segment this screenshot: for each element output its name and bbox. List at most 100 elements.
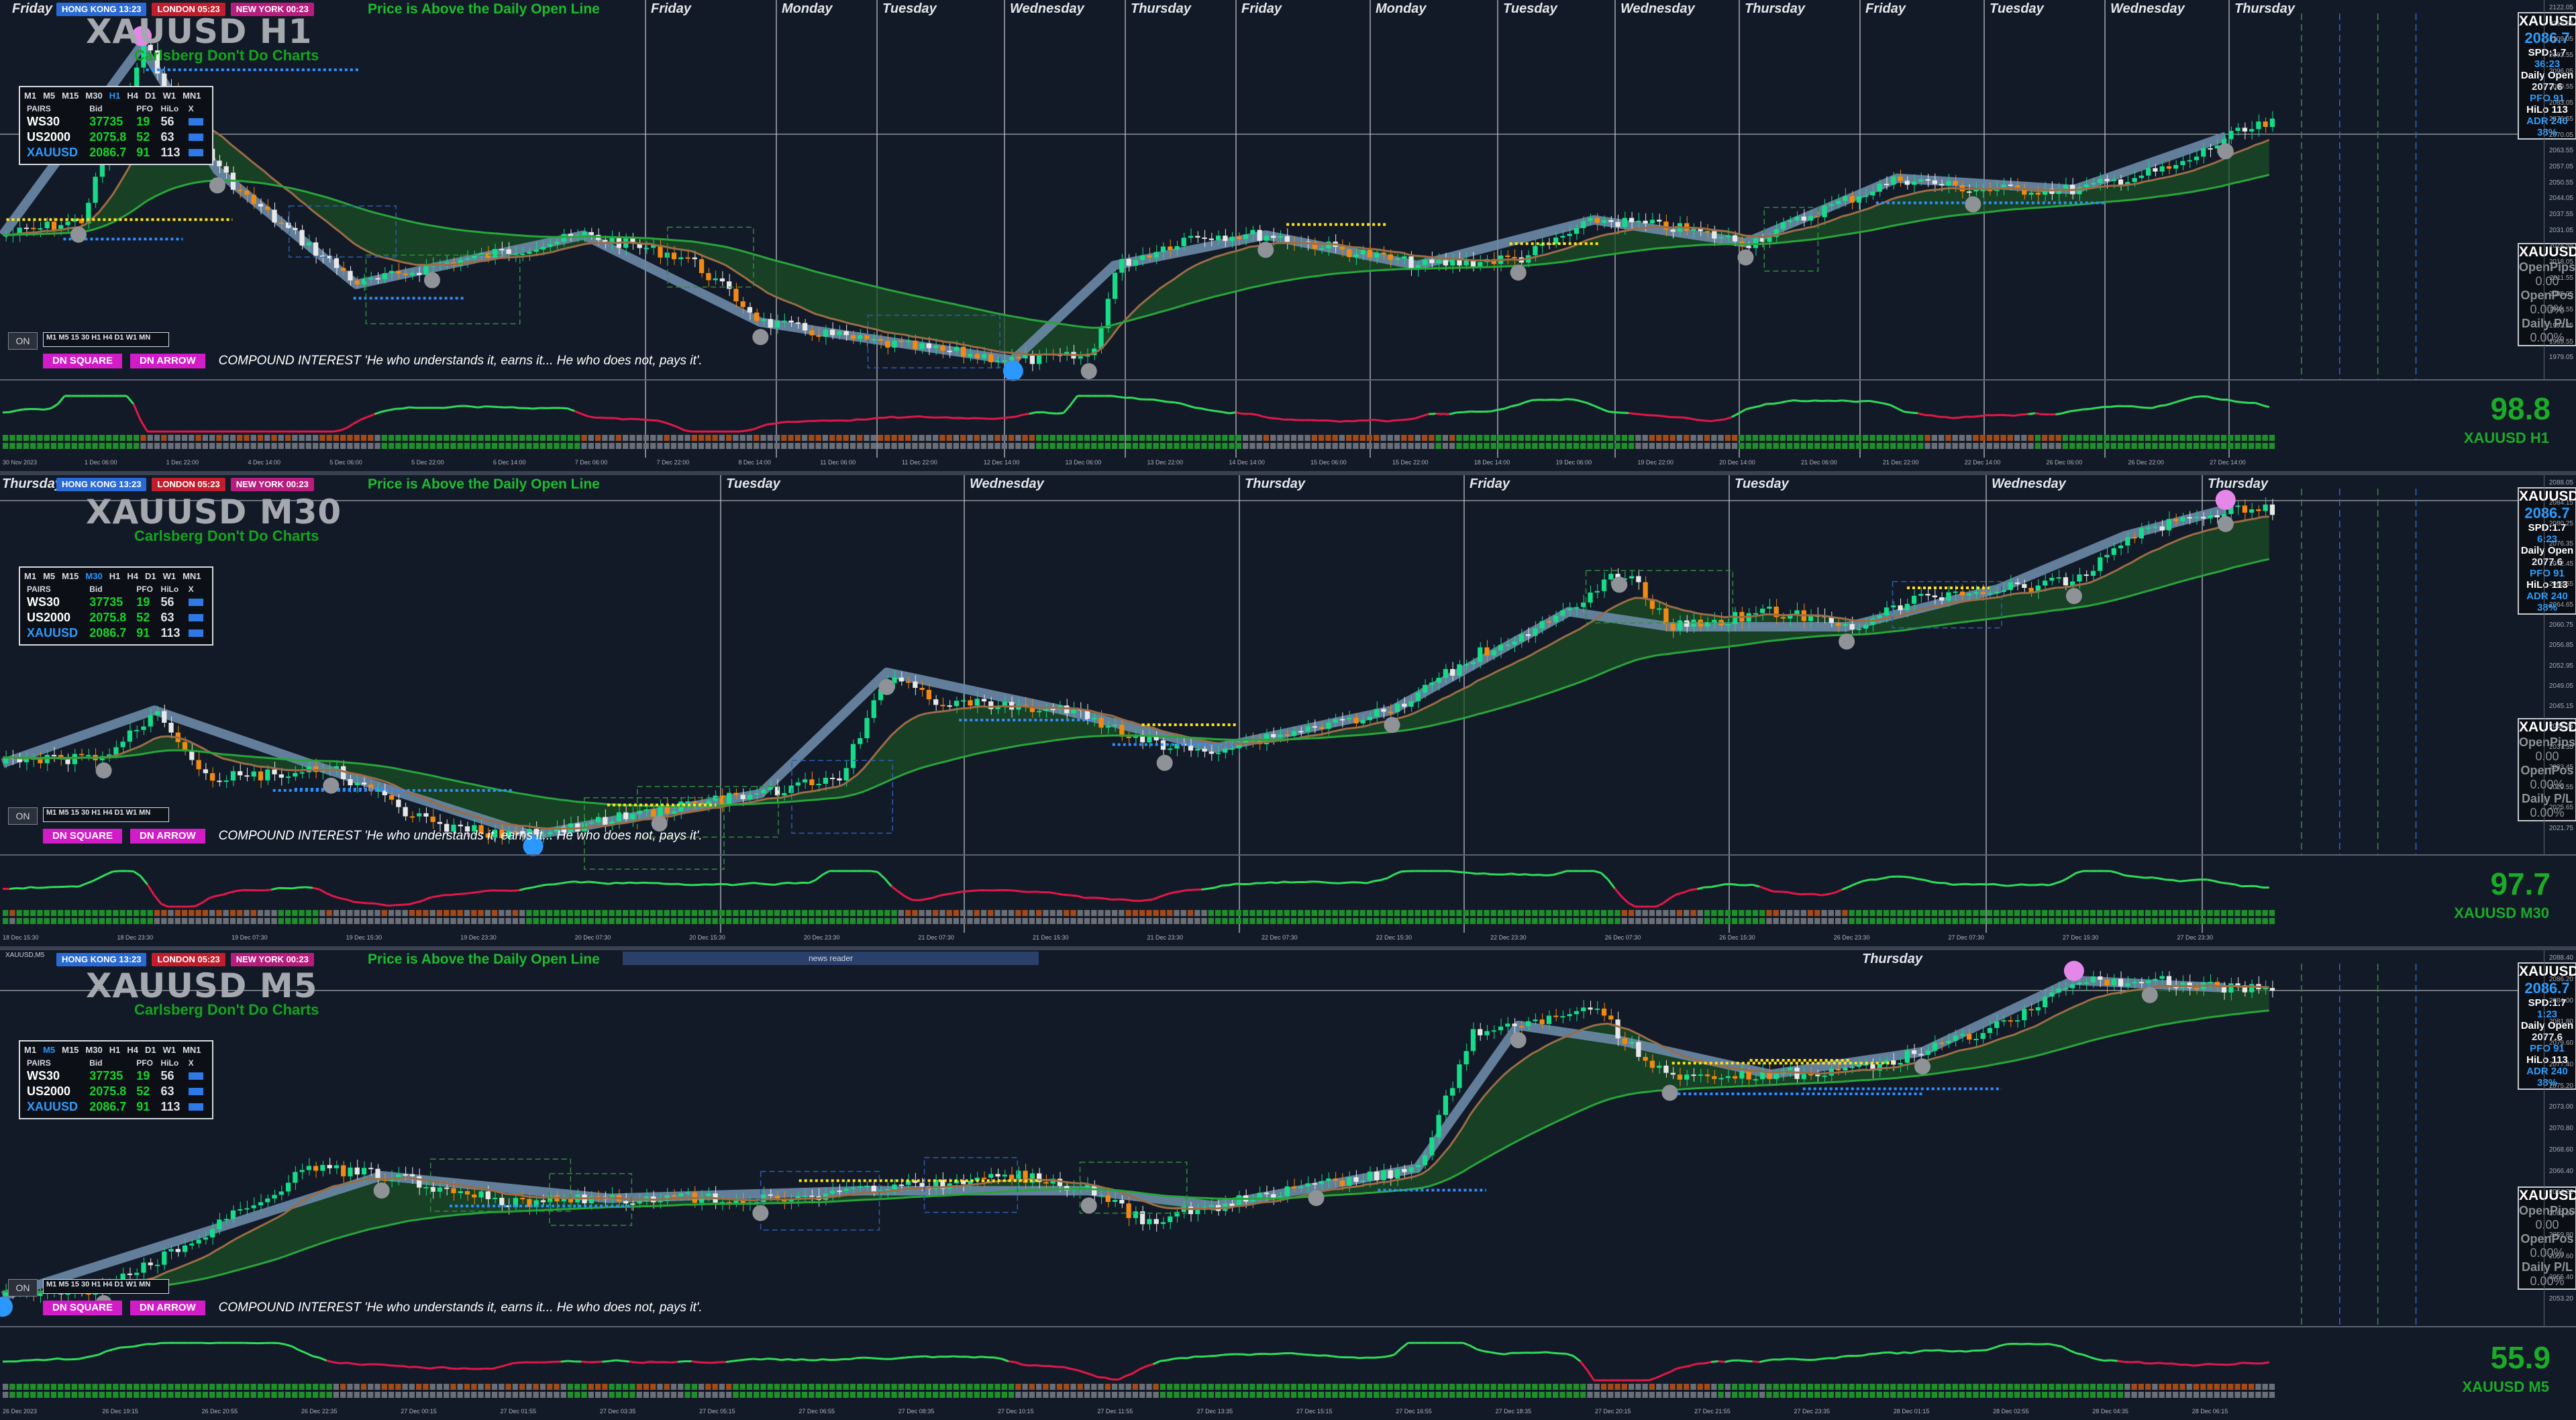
pair-row[interactable]: WS30 37735 19 56 — [24, 114, 208, 130]
candle-body — [2014, 185, 2020, 189]
tf-button-m15[interactable]: M15 — [62, 91, 79, 101]
pair-row[interactable]: XAUUSD 2086.7 91 113 — [24, 145, 208, 160]
pair-close-cell[interactable] — [186, 595, 208, 610]
pair-status-icon[interactable] — [188, 118, 203, 125]
price-chart[interactable] — [0, 950, 2543, 1420]
candle-body — [768, 1194, 773, 1196]
oscillator-segment — [436, 1366, 444, 1369]
pair-name[interactable]: XAUUSD — [27, 146, 79, 159]
pair-status-icon[interactable] — [188, 614, 203, 621]
tf-button-m30[interactable]: M30 — [85, 91, 103, 101]
time-axis[interactable]: 30 Nov 2023 1 Dec 06:00 1 Dec 22:00 4 Dec 1… — [0, 459, 2543, 470]
pair-close-cell[interactable] — [186, 610, 208, 625]
candle-body — [1436, 1115, 1441, 1137]
mini-timeframe-panel[interactable]: M1 M5 15 30 H1 H4 D1 W1 MN — [43, 332, 169, 347]
tf-button-h1[interactable]: H1 — [109, 571, 121, 581]
signal-bar — [2083, 435, 2089, 441]
tf-button-m1[interactable]: M1 — [24, 91, 37, 101]
tf-button-mn1[interactable]: MN1 — [183, 91, 201, 101]
signal-bar — [2007, 443, 2013, 449]
pane-separator[interactable] — [0, 946, 2576, 950]
signal-bar — [1049, 443, 1055, 449]
pair-name[interactable]: WS30 — [27, 595, 60, 609]
signal-bar — [119, 435, 125, 441]
tf-button-w1[interactable]: W1 — [162, 91, 176, 101]
pair-name[interactable]: XAUUSD — [27, 626, 79, 640]
mini-timeframe-panel[interactable]: M1 M5 15 30 H1 H4 D1 W1 MN — [43, 807, 169, 822]
pair-name[interactable]: WS30 — [27, 115, 60, 128]
time-axis[interactable]: 18 Dec 15:30 18 Dec 23:30 19 Dec 07:30 19 D… — [0, 934, 2543, 945]
chart-pane-h1[interactable]: Friday Friday Monday Tuesday Wednesday Thursd… — [0, 0, 2576, 471]
oscillator-segment — [870, 1357, 878, 1360]
indicator-toggle-button[interactable]: ON — [8, 807, 38, 825]
signal-bar — [567, 1384, 574, 1390]
signal-bar — [843, 910, 849, 916]
price-chart[interactable] — [0, 0, 2543, 471]
dn-square-button[interactable]: DN SQUARE — [43, 829, 123, 844]
tf-button-m15[interactable]: M15 — [62, 571, 79, 581]
signal-bar — [822, 435, 829, 441]
pair-close-cell[interactable] — [186, 625, 208, 641]
oscillator-segment — [609, 1359, 616, 1362]
pair-row[interactable]: XAUUSD 2086.7 91 113 — [24, 625, 208, 641]
dn-arrow-button[interactable]: DN ARROW — [130, 354, 205, 368]
signal-bar — [1594, 443, 1600, 449]
signal-bar — [1752, 910, 1759, 916]
pane-separator[interactable] — [0, 471, 2576, 475]
tf-button-m30[interactable]: M30 — [85, 571, 103, 581]
price-scale[interactable]: 2088.05 2084.15 2080.25 2076.35 2072.45 2068.… — [2544, 475, 2576, 854]
pair-row[interactable]: US2000 2075.8 52 63 — [24, 130, 208, 145]
candle-body — [258, 1202, 264, 1206]
tf-button-d1[interactable]: D1 — [144, 571, 156, 581]
signal-bar — [99, 918, 105, 924]
signal-bar — [1649, 443, 1655, 449]
indicator-divider[interactable] — [0, 854, 2576, 856]
pair-name[interactable]: US2000 — [27, 130, 71, 144]
pair-row[interactable]: WS30 37735 19 56 — [24, 595, 208, 610]
pair-name[interactable]: US2000 — [27, 611, 71, 624]
pairs-header-row: PAIRS Bid PFO HiLo X — [24, 103, 208, 114]
candle-body — [1112, 1200, 1118, 1203]
signal-bar — [505, 435, 511, 441]
signal-bar — [1084, 918, 1090, 924]
pair-status-icon[interactable] — [188, 149, 203, 156]
candle-body — [609, 238, 615, 242]
tf-button-h4[interactable]: H4 — [127, 91, 138, 101]
oscillator-segment — [388, 904, 396, 907]
tf-button-m5[interactable]: M5 — [43, 91, 56, 101]
dn-square-button[interactable]: DN SQUARE — [43, 354, 123, 368]
signal-bar — [305, 435, 312, 441]
dn-arrow-button[interactable]: DN ARROW — [130, 829, 205, 844]
signal-bar — [801, 435, 808, 441]
price-chart[interactable] — [0, 475, 2543, 946]
signal-bar — [767, 910, 773, 916]
tf-button-mn1[interactable]: MN1 — [183, 571, 201, 581]
pair-status-icon[interactable] — [188, 134, 203, 141]
tf-button-m1[interactable]: M1 — [24, 571, 37, 581]
pair-status-icon[interactable] — [188, 599, 203, 606]
pair-row[interactable]: US2000 2075.8 52 63 — [24, 610, 208, 625]
tf-button-h4[interactable]: H4 — [127, 571, 138, 581]
pair-close-cell[interactable] — [186, 114, 208, 130]
candle-body — [1436, 260, 1441, 264]
tf-button-h1[interactable]: H1 — [109, 91, 121, 101]
oscillator-segment — [92, 1354, 100, 1358]
price-scale[interactable]: 2122.05 2115.55 2109.05 2102.55 2096.05 2089.… — [2544, 0, 2576, 379]
chart-pane-m5[interactable]: XAUUSD,M5 Thursday HONG KONG 13:23 LONDON 0… — [0, 950, 2576, 1420]
tf-button-m5[interactable]: M5 — [43, 571, 56, 581]
pair-status-icon[interactable] — [188, 629, 203, 637]
tf-button-d1[interactable]: D1 — [144, 91, 156, 101]
pair-close-cell[interactable] — [186, 130, 208, 145]
pair-close-cell[interactable] — [186, 145, 208, 160]
signal-bar — [319, 918, 325, 924]
chart-pane-m30[interactable]: Thursday Tuesday Wednesday Thursday Friday Tu… — [0, 475, 2576, 946]
indicator-toggle-button[interactable]: ON — [8, 332, 38, 350]
day-label: Wednesday — [970, 476, 1044, 491]
signal-bar — [519, 918, 525, 924]
indicator-divider[interactable] — [0, 379, 2576, 381]
pivot-grey-dot — [1661, 1084, 1678, 1101]
signal-bar — [946, 1384, 952, 1390]
tf-button-w1[interactable]: W1 — [162, 571, 176, 581]
candle-body — [1767, 237, 1772, 242]
signal-bar — [1966, 918, 1972, 924]
